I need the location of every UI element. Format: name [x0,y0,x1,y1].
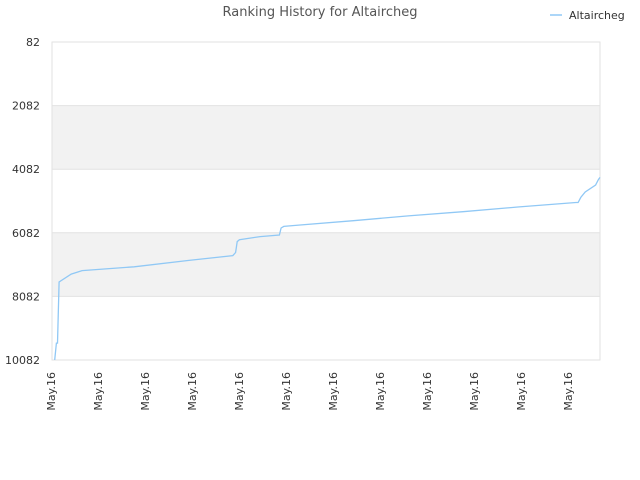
x-tick-label: May.16 [515,372,528,411]
background-band [52,296,600,360]
x-tick-label: May.16 [233,372,246,411]
plot-area-border [51,41,601,361]
y-tick-label: 8082 [12,290,40,303]
series-layer [54,177,601,361]
legend-label-altaircheg: Altaircheg [569,9,625,22]
x-tick-label: May.16 [186,372,199,411]
x-tick-label: May.16 [45,372,58,411]
y-tick-label: 4082 [12,163,40,176]
chart-title: Ranking History for Altaircheg [223,5,418,20]
series-line-altaircheg [54,177,601,361]
x-tick-label: May.16 [421,372,434,411]
x-tick-label: May.16 [280,372,293,411]
x-tick-label: May.16 [327,372,340,411]
background-band [52,105,600,170]
x-tick-label: May.16 [139,372,152,411]
y-tick-label: 6082 [12,227,40,240]
x-tick-label: May.16 [562,372,575,411]
y-tick-label: 2082 [12,100,40,113]
x-tick-label: May.16 [468,372,481,411]
x-tick-label: May.16 [374,372,387,411]
background-band [52,169,600,233]
x-tick-label: May.16 [92,372,105,411]
legend[interactable]: Altaircheg [550,9,625,22]
y-axis-tick-labels: 82 2082 4082 6082 8082 10082 [5,36,40,367]
x-axis-tick-labels: May.16 May.16 May.16 May.16 May.16 May.16 May.… [45,372,575,411]
y-tick-label: 10082 [5,354,40,367]
background-band [52,42,600,106]
plot-background-bands [52,42,600,360]
background-band [52,232,600,297]
y-tick-label: 82 [26,36,40,49]
